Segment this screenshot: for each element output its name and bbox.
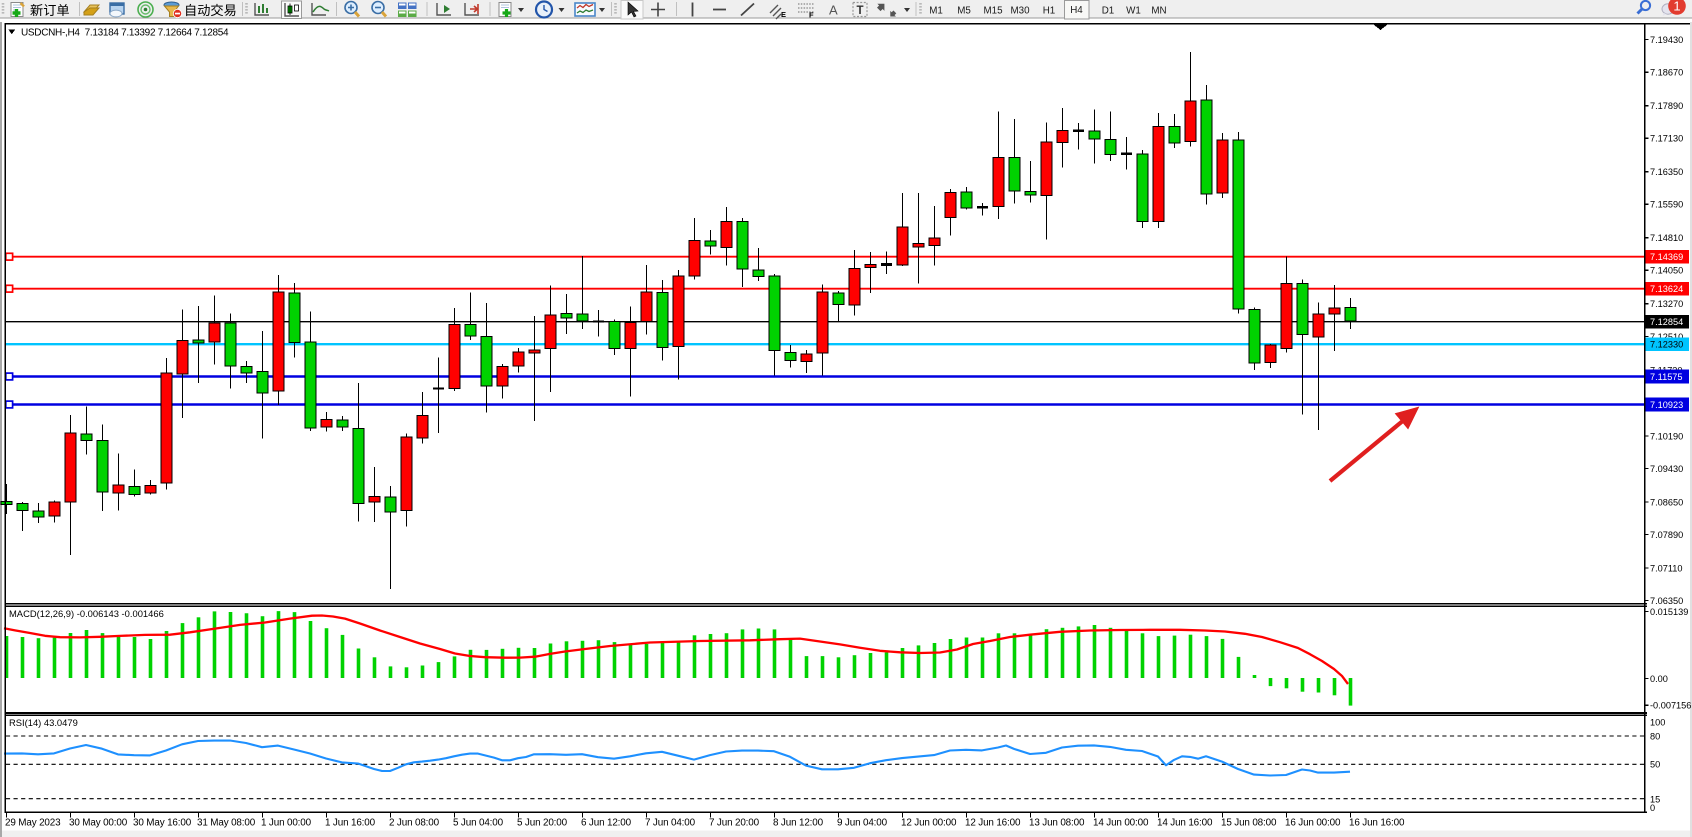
svg-text:H4: H4	[1070, 5, 1083, 16]
svg-text:12 Jun 16:00: 12 Jun 16:00	[965, 818, 1021, 829]
svg-text:7.17890: 7.17890	[1650, 101, 1683, 111]
svg-text:0: 0	[1650, 803, 1655, 813]
svg-text:7.18670: 7.18670	[1650, 68, 1683, 78]
svg-text:W1: W1	[1126, 6, 1141, 17]
svg-text:16 Jun 00:00: 16 Jun 00:00	[1285, 818, 1341, 829]
svg-text:13 Jun 08:00: 13 Jun 08:00	[1029, 818, 1085, 829]
svg-text:31 May 08:00: 31 May 08:00	[197, 818, 256, 829]
svg-text:30 May 16:00: 30 May 16:00	[133, 818, 192, 829]
svg-text:2 Jun 08:00: 2 Jun 08:00	[389, 818, 440, 829]
svg-text:29 May 2023: 29 May 2023	[5, 818, 61, 829]
svg-text:8 Jun 12:00: 8 Jun 12:00	[773, 818, 824, 829]
svg-text:MN: MN	[1151, 6, 1166, 17]
svg-text:9 Jun 04:00: 9 Jun 04:00	[837, 818, 888, 829]
svg-text:7.07110: 7.07110	[1650, 563, 1683, 573]
svg-text:7.12854: 7.12854	[1650, 317, 1683, 327]
svg-text:M5: M5	[957, 6, 971, 17]
svg-text:1: 1	[1673, 0, 1680, 14]
svg-text:7.14369: 7.14369	[1650, 252, 1683, 262]
svg-text:7.14050: 7.14050	[1650, 266, 1683, 276]
svg-text:M1: M1	[929, 6, 943, 17]
svg-text:7.15590: 7.15590	[1650, 200, 1683, 210]
svg-text:7 Jun 04:00: 7 Jun 04:00	[645, 818, 696, 829]
svg-text:5 Jun 04:00: 5 Jun 04:00	[453, 818, 504, 829]
svg-text:100: 100	[1650, 717, 1665, 727]
svg-text:0.00: 0.00	[1650, 674, 1668, 684]
svg-text:7 Jun 20:00: 7 Jun 20:00	[709, 818, 760, 829]
svg-text:0.015139: 0.015139	[1650, 607, 1688, 617]
svg-text:7.12510: 7.12510	[1650, 332, 1683, 342]
svg-text:7.10190: 7.10190	[1650, 431, 1683, 441]
svg-text:1 Jun 00:00: 1 Jun 00:00	[261, 818, 312, 829]
svg-text:14 Jun 16:00: 14 Jun 16:00	[1157, 818, 1213, 829]
svg-text:50: 50	[1650, 760, 1660, 770]
svg-text:7.06350: 7.06350	[1650, 596, 1683, 606]
svg-text:7.17130: 7.17130	[1650, 134, 1683, 144]
svg-text:30 May 00:00: 30 May 00:00	[69, 818, 128, 829]
svg-text:7.09430: 7.09430	[1650, 464, 1683, 474]
svg-text:H1: H1	[1043, 6, 1056, 17]
svg-text:F: F	[809, 11, 814, 20]
svg-text:-0.007156: -0.007156	[1650, 701, 1691, 711]
svg-text:15 Jun 08:00: 15 Jun 08:00	[1221, 818, 1277, 829]
svg-text:6 Jun 12:00: 6 Jun 12:00	[581, 818, 632, 829]
svg-text:7.14810: 7.14810	[1650, 233, 1683, 243]
svg-text:7.11575: 7.11575	[1650, 372, 1683, 382]
svg-text:7.07890: 7.07890	[1650, 530, 1683, 540]
svg-text:14 Jun 00:00: 14 Jun 00:00	[1093, 818, 1149, 829]
svg-text:7.19430: 7.19430	[1650, 35, 1683, 45]
svg-text:15: 15	[1650, 794, 1660, 804]
svg-text:5 Jun 20:00: 5 Jun 20:00	[517, 818, 568, 829]
svg-text:1 Jun 16:00: 1 Jun 16:00	[325, 818, 376, 829]
svg-text:USDCNH-,H4 7.13184 7.13392 7.: USDCNH-,H4 7.13184 7.13392 7.12664 7.128…	[21, 28, 229, 39]
svg-text:E: E	[781, 10, 786, 19]
svg-text:7.13270: 7.13270	[1650, 299, 1683, 309]
svg-text:MACD(12,26,9) -0.006143 -0.001: MACD(12,26,9) -0.006143 -0.001466	[9, 608, 164, 619]
svg-text:T: T	[857, 5, 864, 17]
svg-text:A: A	[829, 3, 838, 18]
svg-text:7.10923: 7.10923	[1650, 400, 1683, 410]
svg-text:RSI(14) 43.0479: RSI(14) 43.0479	[9, 717, 78, 728]
svg-text:12 Jun 00:00: 12 Jun 00:00	[901, 818, 957, 829]
svg-text:D1: D1	[1102, 6, 1115, 17]
svg-text:7.12330: 7.12330	[1650, 340, 1683, 350]
svg-text:7.16350: 7.16350	[1650, 167, 1683, 177]
svg-text:7.13624: 7.13624	[1650, 284, 1683, 294]
svg-text:M30: M30	[1010, 6, 1030, 17]
svg-text:M15: M15	[983, 6, 1003, 17]
svg-text:16 Jun 16:00: 16 Jun 16:00	[1349, 818, 1405, 829]
svg-text:80: 80	[1650, 731, 1660, 741]
svg-text:7.08650: 7.08650	[1650, 497, 1683, 507]
